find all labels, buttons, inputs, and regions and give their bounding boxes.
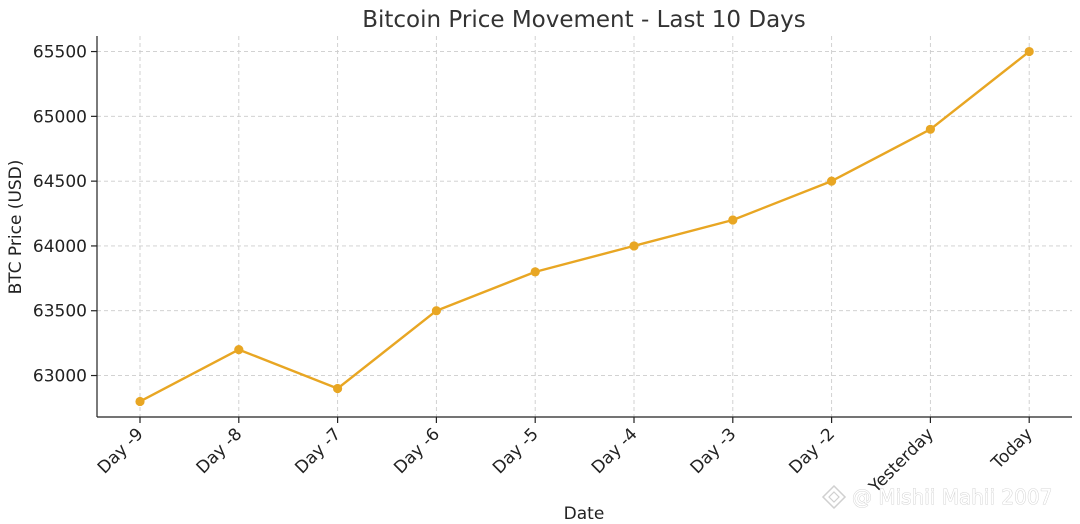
data-point bbox=[629, 241, 639, 251]
series-line bbox=[139, 50, 1030, 403]
x-tick-label: Day -6 bbox=[390, 424, 444, 478]
data-point bbox=[431, 306, 441, 316]
data-point bbox=[135, 396, 145, 407]
x-tick-label: Day -2 bbox=[785, 424, 839, 478]
data-point bbox=[925, 124, 936, 134]
data-point bbox=[827, 176, 837, 186]
watermark: @ Mishii Mahii 2007 bbox=[821, 484, 1053, 510]
x-tick-label: Day -7 bbox=[291, 424, 345, 478]
chart-title: Bitcoin Price Movement - Last 10 Days bbox=[362, 7, 806, 33]
series-btc-price bbox=[135, 46, 1034, 407]
y-tick-label: 65000 bbox=[33, 107, 87, 127]
x-tick-label: Day -8 bbox=[193, 424, 247, 478]
diamond-logo-icon bbox=[821, 484, 847, 510]
x-tick-label: Day -9 bbox=[94, 424, 148, 478]
data-point bbox=[1024, 46, 1034, 57]
watermark-text: @ Mishii Mahii 2007 bbox=[852, 485, 1052, 509]
x-tick-label: Today bbox=[987, 424, 1037, 474]
y-ticks: 63000 63500 64000 64500 65000 65500 bbox=[33, 43, 97, 387]
y-tick-label: 63000 bbox=[33, 367, 87, 387]
y-tick-label: 64000 bbox=[33, 237, 87, 257]
data-point bbox=[234, 345, 244, 355]
x-tick-label: Day -5 bbox=[489, 424, 543, 478]
data-point bbox=[530, 267, 540, 277]
y-axis-label: BTC Price (USD) bbox=[6, 160, 26, 295]
y-tick-label: 64500 bbox=[33, 172, 87, 192]
x-tick-label: Day -3 bbox=[687, 424, 741, 478]
grid bbox=[97, 36, 1072, 417]
data-point bbox=[333, 383, 343, 394]
data-point bbox=[728, 215, 738, 225]
axes bbox=[96, 36, 1072, 418]
y-tick-label: 63500 bbox=[33, 302, 87, 322]
x-axis-label: Date bbox=[564, 504, 605, 524]
y-tick-label: 65500 bbox=[33, 43, 87, 63]
x-tick-label: Day -4 bbox=[588, 424, 642, 478]
